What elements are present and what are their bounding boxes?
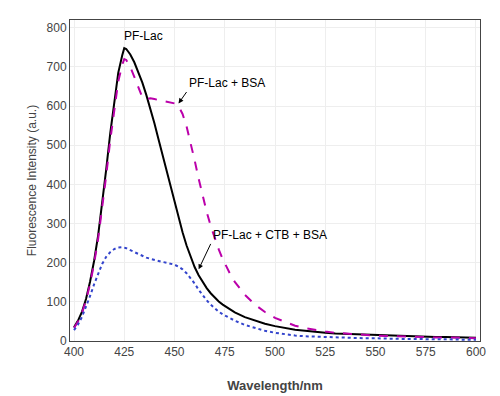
svg-text:575: 575	[416, 345, 436, 359]
svg-text:525: 525	[315, 345, 335, 359]
svg-text:475: 475	[215, 345, 235, 359]
svg-text:550: 550	[365, 345, 385, 359]
svg-text:500: 500	[265, 345, 285, 359]
svg-text:PF-Lac + BSA: PF-Lac + BSA	[189, 76, 265, 90]
svg-text:300: 300	[47, 217, 67, 231]
svg-text:0: 0	[60, 334, 67, 348]
svg-text:600: 600	[466, 345, 486, 359]
svg-text:400: 400	[47, 178, 67, 192]
svg-text:450: 450	[164, 345, 184, 359]
svg-text:200: 200	[47, 256, 67, 270]
svg-text:425: 425	[114, 345, 134, 359]
svg-text:Fluorescence Intensity (a.u.): Fluorescence Intensity (a.u.)	[25, 105, 39, 256]
svg-text:500: 500	[47, 138, 67, 152]
svg-text:100: 100	[47, 295, 67, 309]
svg-text:Wavelength/nm: Wavelength/nm	[227, 378, 323, 393]
svg-text:600: 600	[47, 99, 67, 113]
svg-text:PF-Lac + CTB + BSA: PF-Lac + CTB + BSA	[213, 228, 327, 242]
svg-text:700: 700	[47, 60, 67, 74]
svg-text:800: 800	[47, 21, 67, 35]
svg-text:400: 400	[64, 345, 84, 359]
svg-text:PF-Lac: PF-Lac	[124, 29, 163, 43]
